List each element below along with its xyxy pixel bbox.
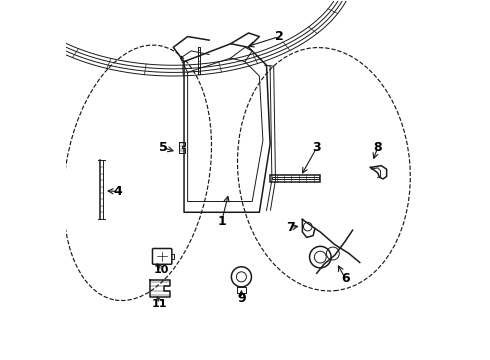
Text: 11: 11 [152,299,168,309]
Text: 4: 4 [113,185,122,198]
Text: 9: 9 [237,292,245,305]
Text: 1: 1 [218,215,226,228]
Text: 7: 7 [287,221,295,234]
Text: 2: 2 [275,30,283,43]
Text: 8: 8 [373,141,382,154]
Bar [272,177,319,179]
Text: 5: 5 [159,141,168,154]
Text: 3: 3 [313,141,321,154]
Text: 10: 10 [154,265,170,275]
Text: 6: 6 [341,272,350,285]
Bar [270,175,320,182]
